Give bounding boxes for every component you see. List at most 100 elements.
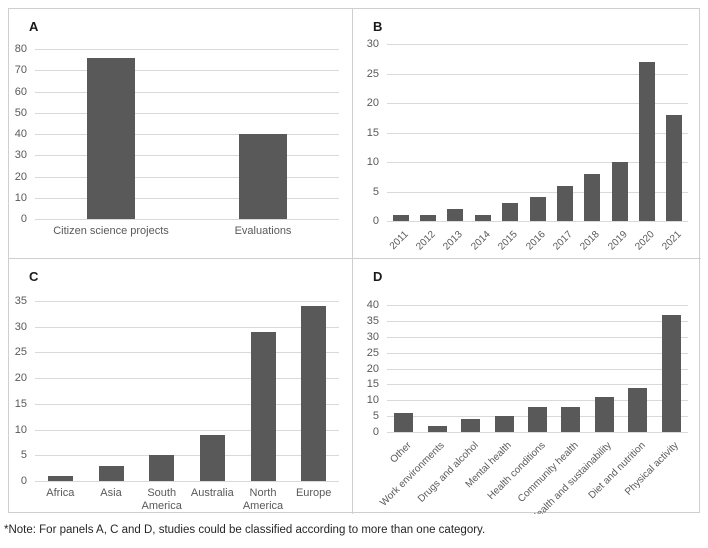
- y-tick-label: 25: [366, 346, 379, 359]
- panel-a: A 0 10 20 30 40 50 60 70 80 Citizen science proje…: [9, 9, 353, 259]
- bar: [392, 215, 409, 221]
- y-tick-label: 30: [14, 320, 27, 333]
- y-tick-label: 60: [14, 85, 27, 98]
- gridline: [387, 305, 688, 306]
- bar: [239, 134, 287, 219]
- panel-a-chart: 0 10 20 30 40 50 60 70 80 Citizen science project…: [9, 9, 352, 258]
- x-category-label: 2019: [605, 229, 630, 253]
- bar: [628, 387, 648, 432]
- gridline: [35, 49, 339, 50]
- gridline: [387, 44, 688, 45]
- y-tick-label: 10: [14, 423, 27, 436]
- y-tick-label: 25: [14, 346, 27, 359]
- x-category-label: Work environments: [378, 440, 447, 509]
- gridline: [387, 132, 688, 134]
- y-tick-label: 0: [20, 213, 27, 225]
- y-tick-label: 30: [366, 38, 379, 50]
- panel-a-label: A: [29, 19, 39, 34]
- bar: [199, 434, 225, 481]
- y-tick-label: 10: [14, 191, 27, 204]
- bar: [584, 173, 601, 221]
- x-category-label: Health conditions: [485, 440, 548, 503]
- x-category-label: Evaluations: [234, 225, 292, 237]
- gridline: [387, 352, 688, 354]
- panel-d-label: D: [373, 269, 383, 284]
- y-tick-label: 0: [372, 215, 379, 227]
- bar: [420, 215, 436, 221]
- gridline: [35, 112, 339, 114]
- gridline: [387, 73, 688, 75]
- figure-note: *Note: For panels A, C and D, studies co…: [4, 524, 486, 536]
- y-tick-label: 0: [20, 475, 27, 487]
- bar: [561, 406, 581, 432]
- bar: [611, 162, 628, 221]
- y-tick-label: 25: [366, 67, 379, 80]
- bar: [474, 215, 491, 221]
- bar: [529, 197, 546, 221]
- y-tick-label: 5: [20, 449, 27, 462]
- gridline: [35, 219, 339, 220]
- panel-b: B 0 5 10 15 20 25 30 2011 2012 2013 2014 2015 2016 20…: [353, 9, 701, 259]
- y-tick-label: 20: [366, 362, 379, 375]
- gridline: [35, 481, 339, 482]
- bar: [528, 406, 547, 432]
- y-tick-label: 35: [366, 314, 379, 327]
- y-tick-label: 20: [14, 170, 27, 183]
- gridline: [35, 134, 339, 135]
- y-tick-label: 35: [14, 295, 27, 307]
- gridline: [387, 400, 688, 402]
- y-tick-label: 50: [14, 106, 27, 119]
- bar: [594, 397, 614, 432]
- gridline: [387, 368, 688, 370]
- panel-d: D 0 5 10 15 20 25 30 35 40 Other Work environments…: [353, 259, 701, 514]
- x-category-label: Australia: [190, 487, 234, 499]
- x-category-label: 2014: [469, 229, 493, 253]
- bar: [301, 306, 327, 481]
- y-tick-label: 80: [14, 43, 27, 55]
- panel-b-label: B: [373, 19, 383, 34]
- y-tick-label: 5: [372, 410, 379, 423]
- x-category-label: 2021: [660, 229, 685, 253]
- gridline: [387, 432, 688, 433]
- gridline: [35, 326, 339, 328]
- bar: [87, 57, 135, 219]
- bar: [447, 209, 464, 221]
- y-tick-label: 70: [14, 64, 27, 77]
- x-category-label: Community health: [515, 440, 581, 505]
- gridline: [387, 162, 688, 163]
- y-tick-label: 5: [372, 185, 379, 198]
- y-tick-label: 15: [366, 126, 379, 139]
- gridline: [387, 336, 688, 338]
- panel-c: C 0 5 10 15 20 25 30 35 Africa Asia South America A…: [9, 259, 353, 514]
- x-category-label: 2011: [387, 229, 411, 252]
- x-category-label: 2013: [441, 229, 466, 253]
- gridline: [387, 103, 688, 104]
- x-category-label: Drugs and alcohol: [415, 440, 481, 505]
- y-tick-label: 20: [366, 97, 379, 109]
- panel-c-chart: 0 5 10 15 20 25 30 35 Africa Asia South America Aus…: [9, 259, 352, 514]
- bar: [639, 61, 655, 221]
- y-tick-label: 40: [14, 128, 27, 140]
- gridline: [387, 384, 688, 386]
- bar: [661, 314, 681, 432]
- gridline: [35, 155, 339, 157]
- gridline: [35, 403, 339, 405]
- panel-d-chart: 0 5 10 15 20 25 30 35 40 Other Work environments Dr…: [353, 259, 701, 514]
- x-category-label: Africa: [46, 487, 75, 499]
- gridline: [35, 378, 339, 380]
- gridline: [35, 197, 339, 199]
- gridline: [35, 455, 339, 457]
- bar: [502, 203, 519, 221]
- x-category-label: 2017: [551, 229, 575, 253]
- y-tick-label: 40: [366, 299, 379, 311]
- y-tick-label: 10: [366, 156, 379, 168]
- y-tick-label: 15: [366, 378, 379, 391]
- x-category-label: Citizen science projects: [53, 225, 169, 237]
- y-tick-label: 20: [14, 372, 27, 385]
- y-tick-label: 30: [14, 149, 27, 162]
- gridline: [35, 429, 339, 431]
- bar: [149, 455, 175, 481]
- gridline: [35, 352, 339, 354]
- x-category-label: 2020: [633, 229, 657, 253]
- gridline: [387, 320, 688, 322]
